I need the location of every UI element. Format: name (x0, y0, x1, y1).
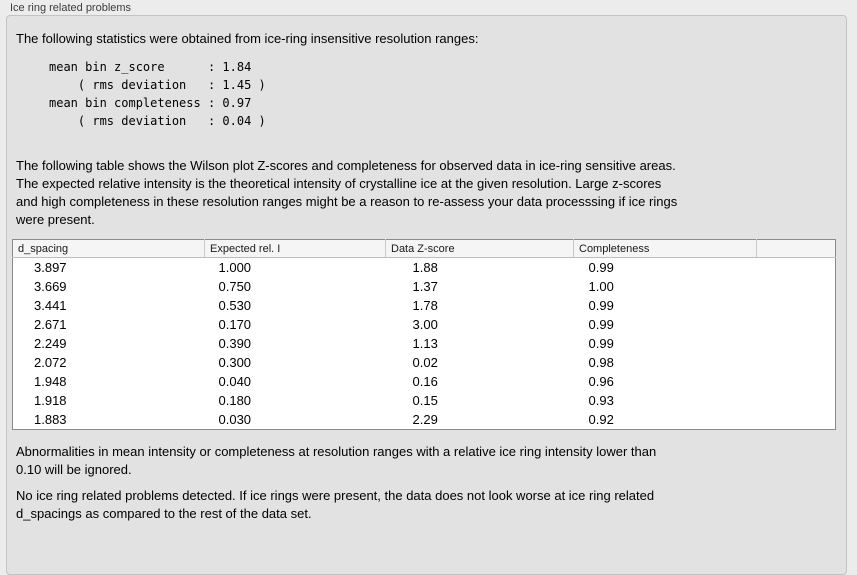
table-cell: 0.15 (412, 393, 438, 408)
table-cell (757, 410, 836, 430)
table-cell: 0.16 (412, 374, 438, 389)
table-row[interactable]: 1.918 0.180 0.15 0.93 (13, 391, 836, 410)
table-cell: 1.13 (412, 336, 438, 351)
table-cell (757, 334, 836, 353)
table-cell: 0.99 (588, 260, 614, 275)
table-row[interactable]: 2.249 0.390 1.13 0.99 (13, 334, 836, 353)
table-cell: 1.000 (218, 260, 252, 275)
table-cell (757, 315, 836, 334)
ignore-note-text: Abnormalities in mean intensity or compl… (16, 444, 657, 477)
table-cell (757, 296, 836, 315)
table-cell: 2.072 (34, 355, 67, 370)
table-cell: 0.02 (412, 355, 438, 370)
table-cell: 3.00 (412, 317, 438, 332)
ice-ring-table: d_spacing Expected rel. I Data Z-score C… (12, 239, 836, 430)
table-header: d_spacing Expected rel. I Data Z-score C… (12, 239, 836, 258)
table-cell (757, 391, 836, 410)
table-row[interactable]: 2.671 0.170 3.00 0.99 (13, 315, 836, 334)
table-cell: 1.883 (34, 412, 67, 427)
table-cell: 3.897 (34, 260, 67, 275)
table-cell: 0.99 (588, 298, 614, 313)
table-cell (757, 258, 836, 278)
table-description-text: The following table shows the Wilson plo… (16, 158, 678, 227)
table-cell (757, 372, 836, 391)
table-cell: 3.441 (34, 298, 67, 313)
table-row[interactable]: 1.883 0.030 2.29 0.92 (13, 410, 836, 430)
column-header-expected-rel-i[interactable]: Expected rel. I (204, 239, 386, 258)
column-header-data-z-score[interactable]: Data Z-score (385, 239, 574, 258)
table-cell: 1.37 (412, 279, 438, 294)
column-header-completeness[interactable]: Completeness (573, 239, 757, 258)
table-cell (757, 277, 836, 296)
table-row[interactable]: 3.669 0.750 1.37 1.00 (13, 277, 836, 296)
table-cell: 1.88 (412, 260, 438, 275)
table-cell: 0.530 (218, 298, 252, 313)
table-cell: 0.180 (218, 393, 252, 408)
column-header-d-spacing[interactable]: d_spacing (12, 239, 205, 258)
table-row[interactable]: 3.897 1.000 1.88 0.99 (13, 258, 836, 278)
table-row[interactable]: 1.948 0.040 0.16 0.96 (13, 372, 836, 391)
table-cell: 0.98 (588, 355, 614, 370)
table-cell: 0.96 (588, 374, 614, 389)
table-cell: 3.669 (34, 279, 67, 294)
table-body: 3.897 1.000 1.88 0.99 3.669 0.750 1.37 1.00 3.44… (13, 258, 836, 430)
table-cell: 1.918 (34, 393, 67, 408)
table-cell: 0.750 (218, 279, 252, 294)
table-cell: 0.170 (218, 317, 252, 332)
table-cell: 1.948 (34, 374, 67, 389)
table-cell: 0.99 (588, 317, 614, 332)
table-cell: 2.671 (34, 317, 67, 332)
table-cell (757, 353, 836, 372)
panel-title: Ice ring related problems (10, 2, 132, 14)
table-cell: 2.29 (412, 412, 438, 427)
table-cell: 0.92 (588, 412, 614, 427)
table-cell: 2.249 (34, 336, 67, 351)
ice-ring-panel: The following statistics were obtained f… (6, 15, 847, 575)
table-cell: 0.99 (588, 336, 614, 351)
table-cell: 0.030 (218, 412, 252, 427)
table-cell: 1.78 (412, 298, 438, 313)
conclusion-text: No ice ring related problems detected. I… (16, 488, 655, 521)
table-cell: 0.040 (218, 374, 252, 389)
stats-block: mean bin z_score : 1.84 ( rms deviation … (49, 60, 266, 128)
table-cell: 0.300 (218, 355, 252, 370)
table-row[interactable]: 3.441 0.530 1.78 0.99 (13, 296, 836, 315)
table-cell: 1.00 (588, 279, 614, 294)
table-row[interactable]: 2.072 0.300 0.02 0.98 (13, 353, 836, 372)
stats-intro-text: The following statistics were obtained f… (16, 31, 479, 46)
column-header-spacer (756, 239, 836, 258)
table-cell: 0.93 (588, 393, 614, 408)
table-cell: 0.390 (218, 336, 252, 351)
